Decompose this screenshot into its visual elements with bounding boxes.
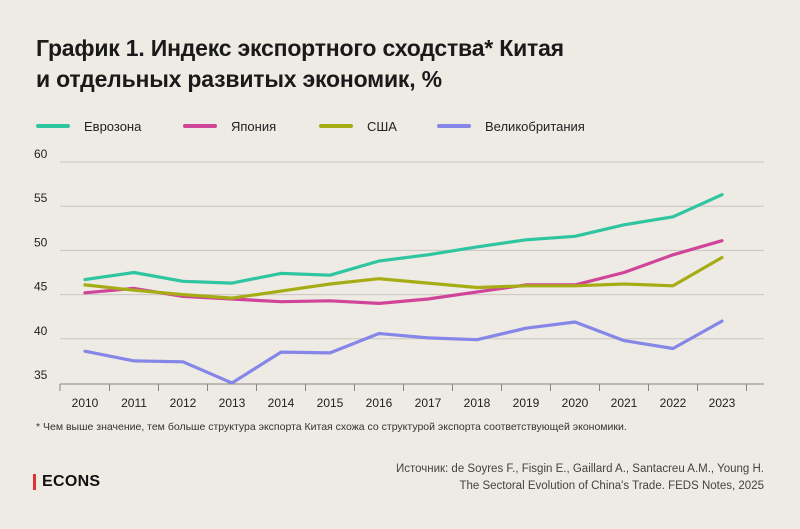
legend-label-uk: Великобритания xyxy=(485,118,585,134)
legend-item-uk: Великобритания xyxy=(437,119,585,134)
x-tick-label-2015: 2015 xyxy=(317,396,344,410)
x-tick-label-2011: 2011 xyxy=(121,396,147,410)
legend-swatch-usa xyxy=(319,124,353,128)
chart-legend: Еврозона Япония США Великобритания xyxy=(36,117,585,135)
chart-title-line-1: График 1. Индекс экспортного сходства* К… xyxy=(36,35,564,61)
y-tick-label-35: 35 xyxy=(34,368,48,382)
x-tick-label-2020: 2020 xyxy=(562,396,589,410)
source-line-2: The Sectoral Evolution of China's Trade.… xyxy=(459,480,764,492)
y-tick-label-50: 50 xyxy=(34,235,48,249)
x-tick-label-2010: 2010 xyxy=(72,396,99,410)
legend-item-usa: США xyxy=(319,119,437,134)
series-line-japan xyxy=(83,239,724,305)
x-tick-label-2019: 2019 xyxy=(513,396,540,410)
x-tick-label-2022: 2022 xyxy=(660,396,687,410)
series-line-eurozone xyxy=(83,193,724,285)
y-tick-label-45: 45 xyxy=(34,280,48,294)
legend-label-japan: Япония xyxy=(231,118,277,134)
legend-label-eurozone: Еврозона xyxy=(84,118,142,134)
legend-swatch-uk xyxy=(437,124,471,128)
source-line-1: Источник: de Soyres F., Fisgin E., Gaill… xyxy=(395,463,764,475)
x-tick-label-2016: 2016 xyxy=(366,396,393,410)
x-tick-label-2012: 2012 xyxy=(170,396,197,410)
x-tick-label-2014: 2014 xyxy=(268,396,295,410)
x-tick-label-2021: 2021 xyxy=(611,396,638,410)
source-note: Источник: de Soyres F., Fisgin E., Gaill… xyxy=(396,461,764,495)
x-tick-label-2017: 2017 xyxy=(415,396,442,410)
series-line-usa xyxy=(83,255,724,300)
y-tick-label-55: 55 xyxy=(34,191,48,205)
legend-swatch-eurozone xyxy=(36,124,70,128)
series-line-uk xyxy=(83,319,724,385)
legend-item-japan: Япония xyxy=(183,119,319,134)
chart-title-line-2: и отдельных развитых экономик, % xyxy=(36,66,442,92)
x-tick-label-2018: 2018 xyxy=(464,396,491,410)
x-tick-label-2013: 2013 xyxy=(219,396,246,410)
brand-name: ECONS xyxy=(42,473,101,490)
chart-title: График 1. Индекс экспортного сходства* К… xyxy=(36,33,756,95)
footnote: * Чем выше значение, тем больше структур… xyxy=(36,421,627,433)
y-tick-label-40: 40 xyxy=(34,324,48,338)
brand-accent-bar xyxy=(33,474,36,490)
y-tick-label-60: 60 xyxy=(34,147,48,161)
legend-label-usa: США xyxy=(367,118,397,134)
legend-item-eurozone: Еврозона xyxy=(36,119,183,134)
brand-logo: ECONS xyxy=(33,473,100,491)
legend-swatch-japan xyxy=(183,124,217,128)
x-tick-label-2023: 2023 xyxy=(709,396,736,410)
